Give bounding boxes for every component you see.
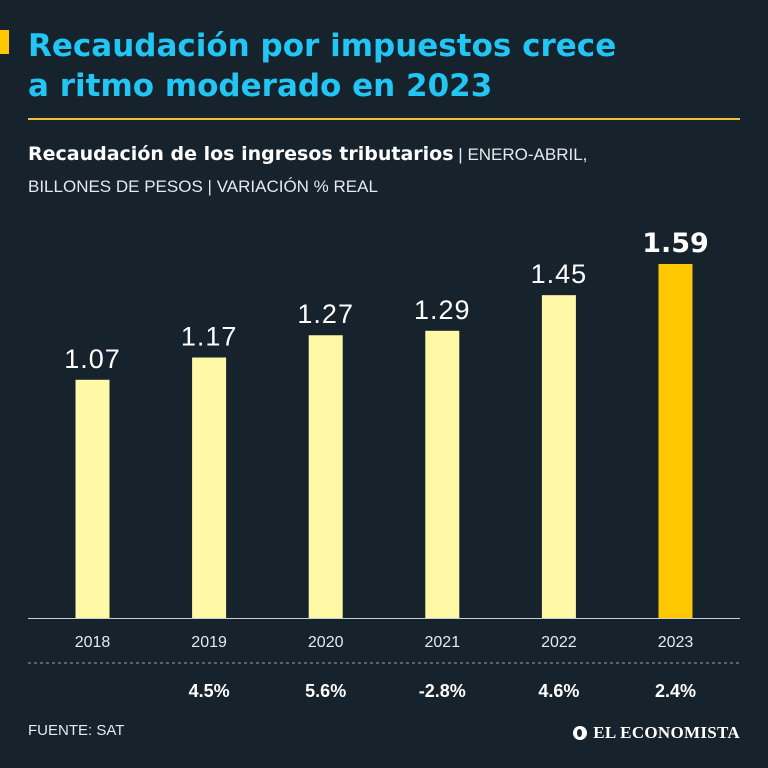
title-divider [28, 118, 740, 120]
x-tick-label-2020: 2020 [308, 634, 344, 651]
logo-mark-icon [573, 726, 588, 740]
x-tick-label-2019: 2019 [191, 634, 227, 651]
value-label-2018: 1.07 [64, 344, 121, 374]
value-label-2019: 1.17 [181, 322, 238, 352]
x-tick-label-2022: 2022 [541, 634, 577, 651]
page-title: Recaudación por impuestos crece a ritmo … [28, 26, 748, 106]
variation-label-2023: 2.4% [655, 681, 696, 701]
value-label-2021: 1.29 [414, 295, 471, 325]
variation-label-2019: 4.5% [189, 681, 230, 701]
publisher-logo: EL ECONOMISTA [573, 723, 740, 743]
logo-text: EL ECONOMISTA [593, 723, 740, 742]
bar-2018 [75, 379, 110, 618]
title-line-2: a ritmo moderado en 2023 [28, 68, 493, 104]
bar-2022 [541, 295, 576, 618]
subtitle-main: Recaudación de los ingresos tributarios [28, 143, 454, 165]
variation-label-2021: -2.8% [419, 681, 466, 701]
bar-2019 [192, 357, 227, 618]
x-tick-label-2023: 2023 [658, 634, 694, 651]
subtitle-units: BILLONES DE PESOS [28, 177, 203, 196]
subtitle-separator: | [207, 177, 212, 196]
source-note: FUENTE: SAT [28, 722, 125, 739]
bar-2023 [658, 264, 693, 618]
value-label-2023: 1.59 [642, 228, 709, 259]
bar-2021 [425, 330, 460, 618]
value-label-2020: 1.27 [297, 299, 354, 329]
chart-subtitle: Recaudación de los ingresos tributarios … [28, 138, 740, 203]
title-accent-marker [0, 30, 9, 54]
bar-2020 [308, 335, 343, 618]
value-label-2022: 1.45 [531, 259, 588, 289]
x-tick-label-2018: 2018 [75, 634, 111, 651]
subtitle-period: ENERO-ABRIL, [467, 145, 588, 164]
variation-label-2020: 5.6% [305, 681, 346, 701]
subtitle-variation: VARIACIÓN % REAL [216, 177, 378, 196]
variation-label-2022: 4.6% [538, 681, 579, 701]
title-line-1: Recaudación por impuestos crece [28, 28, 617, 64]
x-tick-label-2021: 2021 [425, 634, 461, 651]
subtitle-separator: | [458, 145, 463, 164]
